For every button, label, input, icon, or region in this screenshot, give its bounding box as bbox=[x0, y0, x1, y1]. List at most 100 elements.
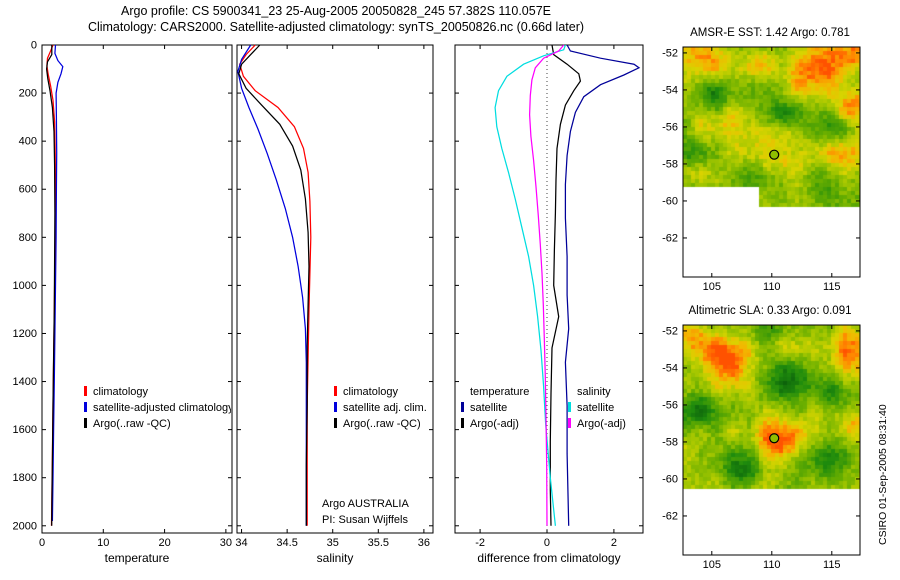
legend-column-header: temperature bbox=[470, 386, 530, 398]
salinity-profile-climatology bbox=[239, 44, 312, 526]
figure-title-line1: Argo profile: CS 5900341_23 25-Aug-2005 … bbox=[121, 4, 551, 18]
difference-profile-frame bbox=[454, 44, 644, 534]
legend-label: Argo(-adj) bbox=[577, 418, 626, 430]
argo-line-swatch bbox=[334, 418, 337, 428]
svg-text:1000: 1000 bbox=[13, 280, 37, 292]
svg-text:-54: -54 bbox=[662, 362, 678, 374]
difference-profile-temperature-satellite bbox=[564, 44, 641, 526]
legend-item: climatology bbox=[334, 384, 433, 400]
difference-profile-salinity-satellite bbox=[494, 44, 566, 526]
difference-axis-label: difference from climatology bbox=[477, 551, 621, 565]
legend-item: climatology bbox=[84, 384, 231, 400]
csiro-timestamp: CSIRO 01-Sep-2005 08:31:40 bbox=[877, 404, 889, 545]
satellite-line-swatch bbox=[461, 402, 464, 412]
difference-legend-salinity: salinity satellite Argo(-adj) bbox=[568, 384, 644, 432]
svg-text:2: 2 bbox=[611, 537, 617, 549]
climatology-line-swatch bbox=[334, 386, 337, 396]
sla-map-float-marker bbox=[769, 433, 780, 444]
svg-text:1400: 1400 bbox=[13, 376, 37, 388]
legend-item: satellite bbox=[568, 400, 644, 416]
svg-text:600: 600 bbox=[19, 184, 37, 196]
satellite-adjusted-line-swatch bbox=[84, 402, 87, 412]
satellite-adjusted-line-swatch bbox=[334, 402, 337, 412]
annotation-line1: Argo AUSTRALIA bbox=[322, 498, 409, 510]
svg-text:105: 105 bbox=[703, 559, 721, 571]
climatology-line-swatch bbox=[84, 386, 87, 396]
temperature-legend: climatology satellite-adjusted climatolo… bbox=[84, 384, 231, 432]
svg-text:115: 115 bbox=[823, 281, 841, 293]
argo-adj-line-swatch bbox=[568, 418, 571, 428]
svg-text:35.5: 35.5 bbox=[368, 537, 389, 549]
svg-text:0: 0 bbox=[39, 537, 45, 549]
svg-text:0: 0 bbox=[31, 40, 37, 52]
svg-text:30: 30 bbox=[220, 537, 232, 549]
temperature-axis-label: temperature bbox=[104, 551, 170, 565]
legend-item: satellite-adjusted climatology bbox=[84, 400, 231, 416]
legend-item: Argo(-adj) bbox=[568, 416, 644, 432]
legend-label: climatology bbox=[93, 386, 149, 398]
svg-text:1600: 1600 bbox=[13, 424, 37, 436]
svg-text:110: 110 bbox=[763, 281, 781, 293]
difference-profile-salinity-argo-adj bbox=[528, 44, 565, 526]
svg-text:-60: -60 bbox=[662, 473, 678, 485]
svg-text:-58: -58 bbox=[662, 436, 678, 448]
legend-label: Argo(..raw -QC) bbox=[93, 418, 171, 430]
sst-map-frame bbox=[682, 46, 861, 278]
temperature-profile-frame bbox=[41, 44, 233, 534]
legend-label: satellite-adjusted climatology bbox=[93, 402, 231, 414]
annotation-line2: PI: Susan Wijffels bbox=[322, 514, 408, 526]
difference-profile-temperature-argo-adj bbox=[549, 44, 582, 526]
legend-label: satellite adj. clim. bbox=[343, 402, 427, 414]
argo-adj-line-swatch bbox=[461, 418, 464, 428]
legend-label: satellite bbox=[470, 402, 508, 414]
temperature-profile-argo-raw-qc bbox=[45, 45, 56, 526]
svg-text:1200: 1200 bbox=[13, 328, 37, 340]
svg-text:1800: 1800 bbox=[13, 472, 37, 484]
satellite-line-swatch bbox=[568, 402, 571, 412]
svg-text:-56: -56 bbox=[662, 399, 678, 411]
svg-text:2000: 2000 bbox=[13, 520, 37, 532]
svg-text:34.5: 34.5 bbox=[276, 537, 297, 549]
svg-text:115: 115 bbox=[823, 559, 841, 571]
legend-item: Argo(..raw -QC) bbox=[84, 416, 231, 432]
svg-text:-62: -62 bbox=[662, 510, 678, 522]
svg-text:400: 400 bbox=[19, 136, 37, 148]
salinity-profile-frame bbox=[236, 44, 434, 534]
legend-item: Argo(-adj) bbox=[461, 416, 567, 432]
salinity-profile-argo-raw-qc bbox=[238, 44, 310, 526]
svg-text:-58: -58 bbox=[662, 158, 678, 170]
svg-text:110: 110 bbox=[763, 559, 781, 571]
svg-text:34: 34 bbox=[235, 537, 247, 549]
svg-text:-2: -2 bbox=[475, 537, 485, 549]
legend-item: Argo(..raw -QC) bbox=[334, 416, 433, 432]
argo-australia-annotation: Argo AUSTRALIA PI: Susan Wijffels bbox=[322, 496, 409, 528]
svg-text:0: 0 bbox=[544, 537, 550, 549]
temperature-profile-satellite-adjusted-climatology bbox=[51, 44, 64, 522]
sst-map-title: AMSR-E SST: 1.42 Argo: 0.781 bbox=[690, 27, 850, 39]
svg-text:-52: -52 bbox=[662, 47, 678, 59]
legend-label: Argo(-adj) bbox=[470, 418, 519, 430]
argo-line-swatch bbox=[84, 418, 87, 428]
salinity-axis-label: salinity bbox=[316, 551, 354, 565]
legend-label: satellite bbox=[577, 402, 615, 414]
figure-title-line2: Climatology: CARS2000. Satellite-adjuste… bbox=[87, 20, 585, 34]
salinity-profile-satellite-adjusted-climatology bbox=[237, 44, 307, 526]
svg-text:36: 36 bbox=[418, 537, 430, 549]
svg-text:-60: -60 bbox=[662, 195, 678, 207]
svg-text:-62: -62 bbox=[662, 232, 678, 244]
legend-item: satellite bbox=[461, 400, 567, 416]
legend-label: climatology bbox=[343, 386, 399, 398]
legend-item: satellite adj. clim. bbox=[334, 400, 433, 416]
difference-legend-temperature: temperature satellite Argo(-adj) bbox=[461, 384, 567, 432]
svg-text:35: 35 bbox=[327, 537, 339, 549]
svg-text:-56: -56 bbox=[662, 121, 678, 133]
svg-text:10: 10 bbox=[97, 537, 109, 549]
svg-text:20: 20 bbox=[158, 537, 170, 549]
svg-text:-54: -54 bbox=[662, 84, 678, 96]
sst-map bbox=[683, 47, 860, 277]
legend-label: Argo(..raw -QC) bbox=[343, 418, 421, 430]
sst-map-float-marker bbox=[769, 149, 780, 160]
svg-text:800: 800 bbox=[19, 232, 37, 244]
